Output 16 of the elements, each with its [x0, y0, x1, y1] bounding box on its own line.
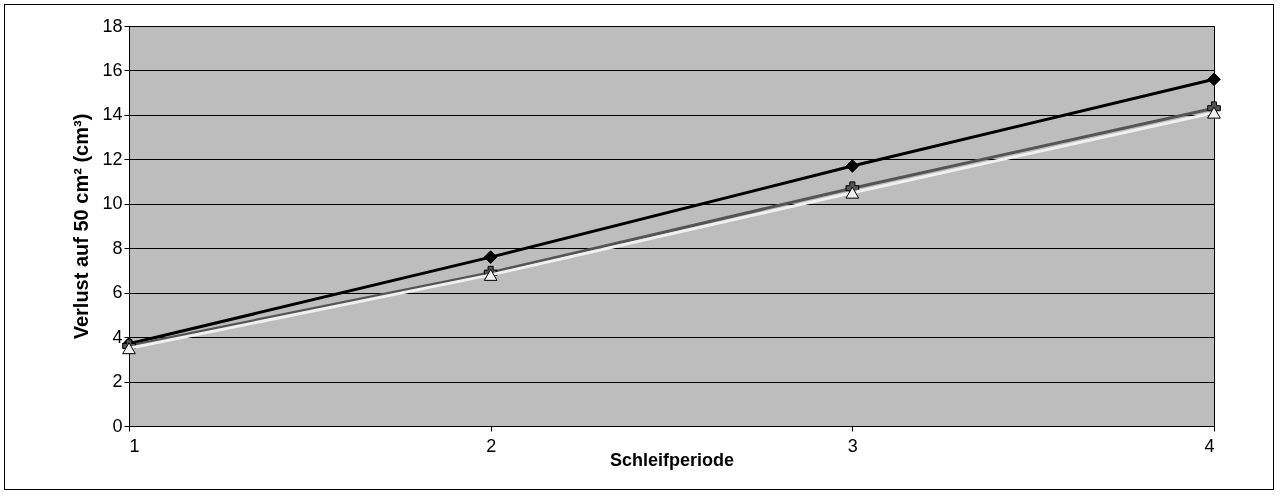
y-tick-label: 2 — [112, 371, 123, 392]
y-tick-label: 0 — [112, 415, 123, 436]
y-tick-label: 12 — [102, 148, 123, 169]
y-tick-label: 16 — [102, 59, 123, 80]
y-tick-label: 18 — [102, 15, 123, 36]
x-tick-label: 3 — [847, 435, 858, 456]
y-axis-title: Verlust auf 50 cm² (cm³) — [70, 113, 93, 340]
x-axis-title: Schleifperiode — [609, 449, 735, 470]
y-tick-label: 4 — [112, 326, 123, 347]
x-tick-label: 1 — [129, 435, 140, 456]
y-tick-label: 6 — [112, 282, 123, 303]
x-tick-label: 2 — [486, 435, 497, 456]
y-tick-label: 8 — [112, 237, 123, 258]
y-tick-label: 10 — [102, 193, 123, 214]
x-tick-label: 4 — [1204, 435, 1215, 456]
y-tick-label: 14 — [102, 104, 123, 125]
